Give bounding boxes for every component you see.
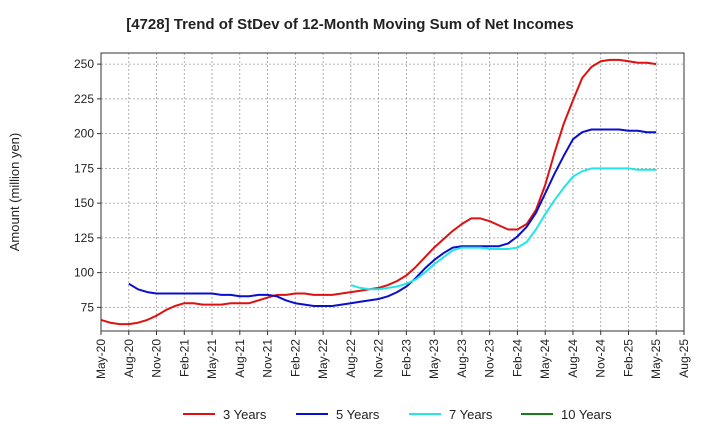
y-tick-label: 125 [74, 231, 94, 245]
legend-label-7-years: 7 Years [449, 407, 493, 422]
plot-area-frame [100, 52, 685, 332]
grid [100, 53, 685, 331]
x-tick-label: Feb-24 [510, 339, 524, 377]
x-tick-label: Nov-24 [594, 339, 608, 378]
x-tick-label: Nov-23 [483, 339, 497, 378]
y-tick-label: 250 [74, 57, 94, 71]
x-tick-label: Feb-23 [399, 339, 413, 377]
y-tick-label: 200 [74, 127, 94, 141]
x-tick-label: Aug-21 [233, 339, 247, 378]
y-tick-label: 225 [74, 92, 94, 106]
x-tick-label: May-20 [94, 339, 108, 379]
x-tick-label: Nov-20 [150, 339, 164, 378]
x-tick-label: Nov-21 [261, 339, 275, 378]
x-tick-label: Aug-24 [566, 339, 580, 378]
y-axis-title: Amount (million yen) [7, 133, 22, 252]
chart-title: [4728] Trend of StDev of 12-Month Moving… [126, 16, 574, 33]
x-tick-label: Feb-22 [288, 339, 302, 377]
x-tick-label: May-22 [316, 339, 330, 379]
series-line-5-years [128, 128, 657, 307]
y-axis: 75 100 125 150 175 200 225 250 [74, 57, 101, 314]
x-tick-label: Aug-25 [677, 339, 691, 378]
y-tick-label: 100 [74, 266, 94, 280]
legend-label-10-years: 10 Years [561, 407, 612, 422]
y-tick-label: 175 [74, 161, 94, 175]
x-tick-label: May-25 [649, 339, 663, 379]
x-tick-label: Nov-22 [372, 339, 386, 378]
x-axis: May-20 Aug-20 Nov-20 Feb-21 May-21 Aug-21 Nov-… [94, 331, 691, 379]
x-tick-label: Aug-23 [455, 339, 469, 378]
legend-label-5-years: 5 Years [336, 407, 380, 422]
x-tick-label: Aug-22 [344, 339, 358, 378]
y-tick-label: 75 [81, 300, 95, 314]
legend-label-3-years: 3 Years [223, 407, 267, 422]
y-tick-label: 150 [74, 196, 94, 210]
x-tick-label: May-23 [427, 339, 441, 379]
series-lines [100, 58, 657, 326]
x-tick-label: May-24 [538, 339, 552, 379]
x-tick-label: May-21 [205, 339, 219, 379]
x-tick-label: Aug-20 [122, 339, 136, 378]
series-line-7-years [350, 167, 657, 291]
x-tick-label: Feb-25 [621, 339, 635, 377]
series-line-3-years [100, 58, 657, 326]
legend: 3 Years 5 Years 7 Years 10 Years [183, 407, 612, 422]
x-tick-label: Feb-21 [177, 339, 191, 377]
